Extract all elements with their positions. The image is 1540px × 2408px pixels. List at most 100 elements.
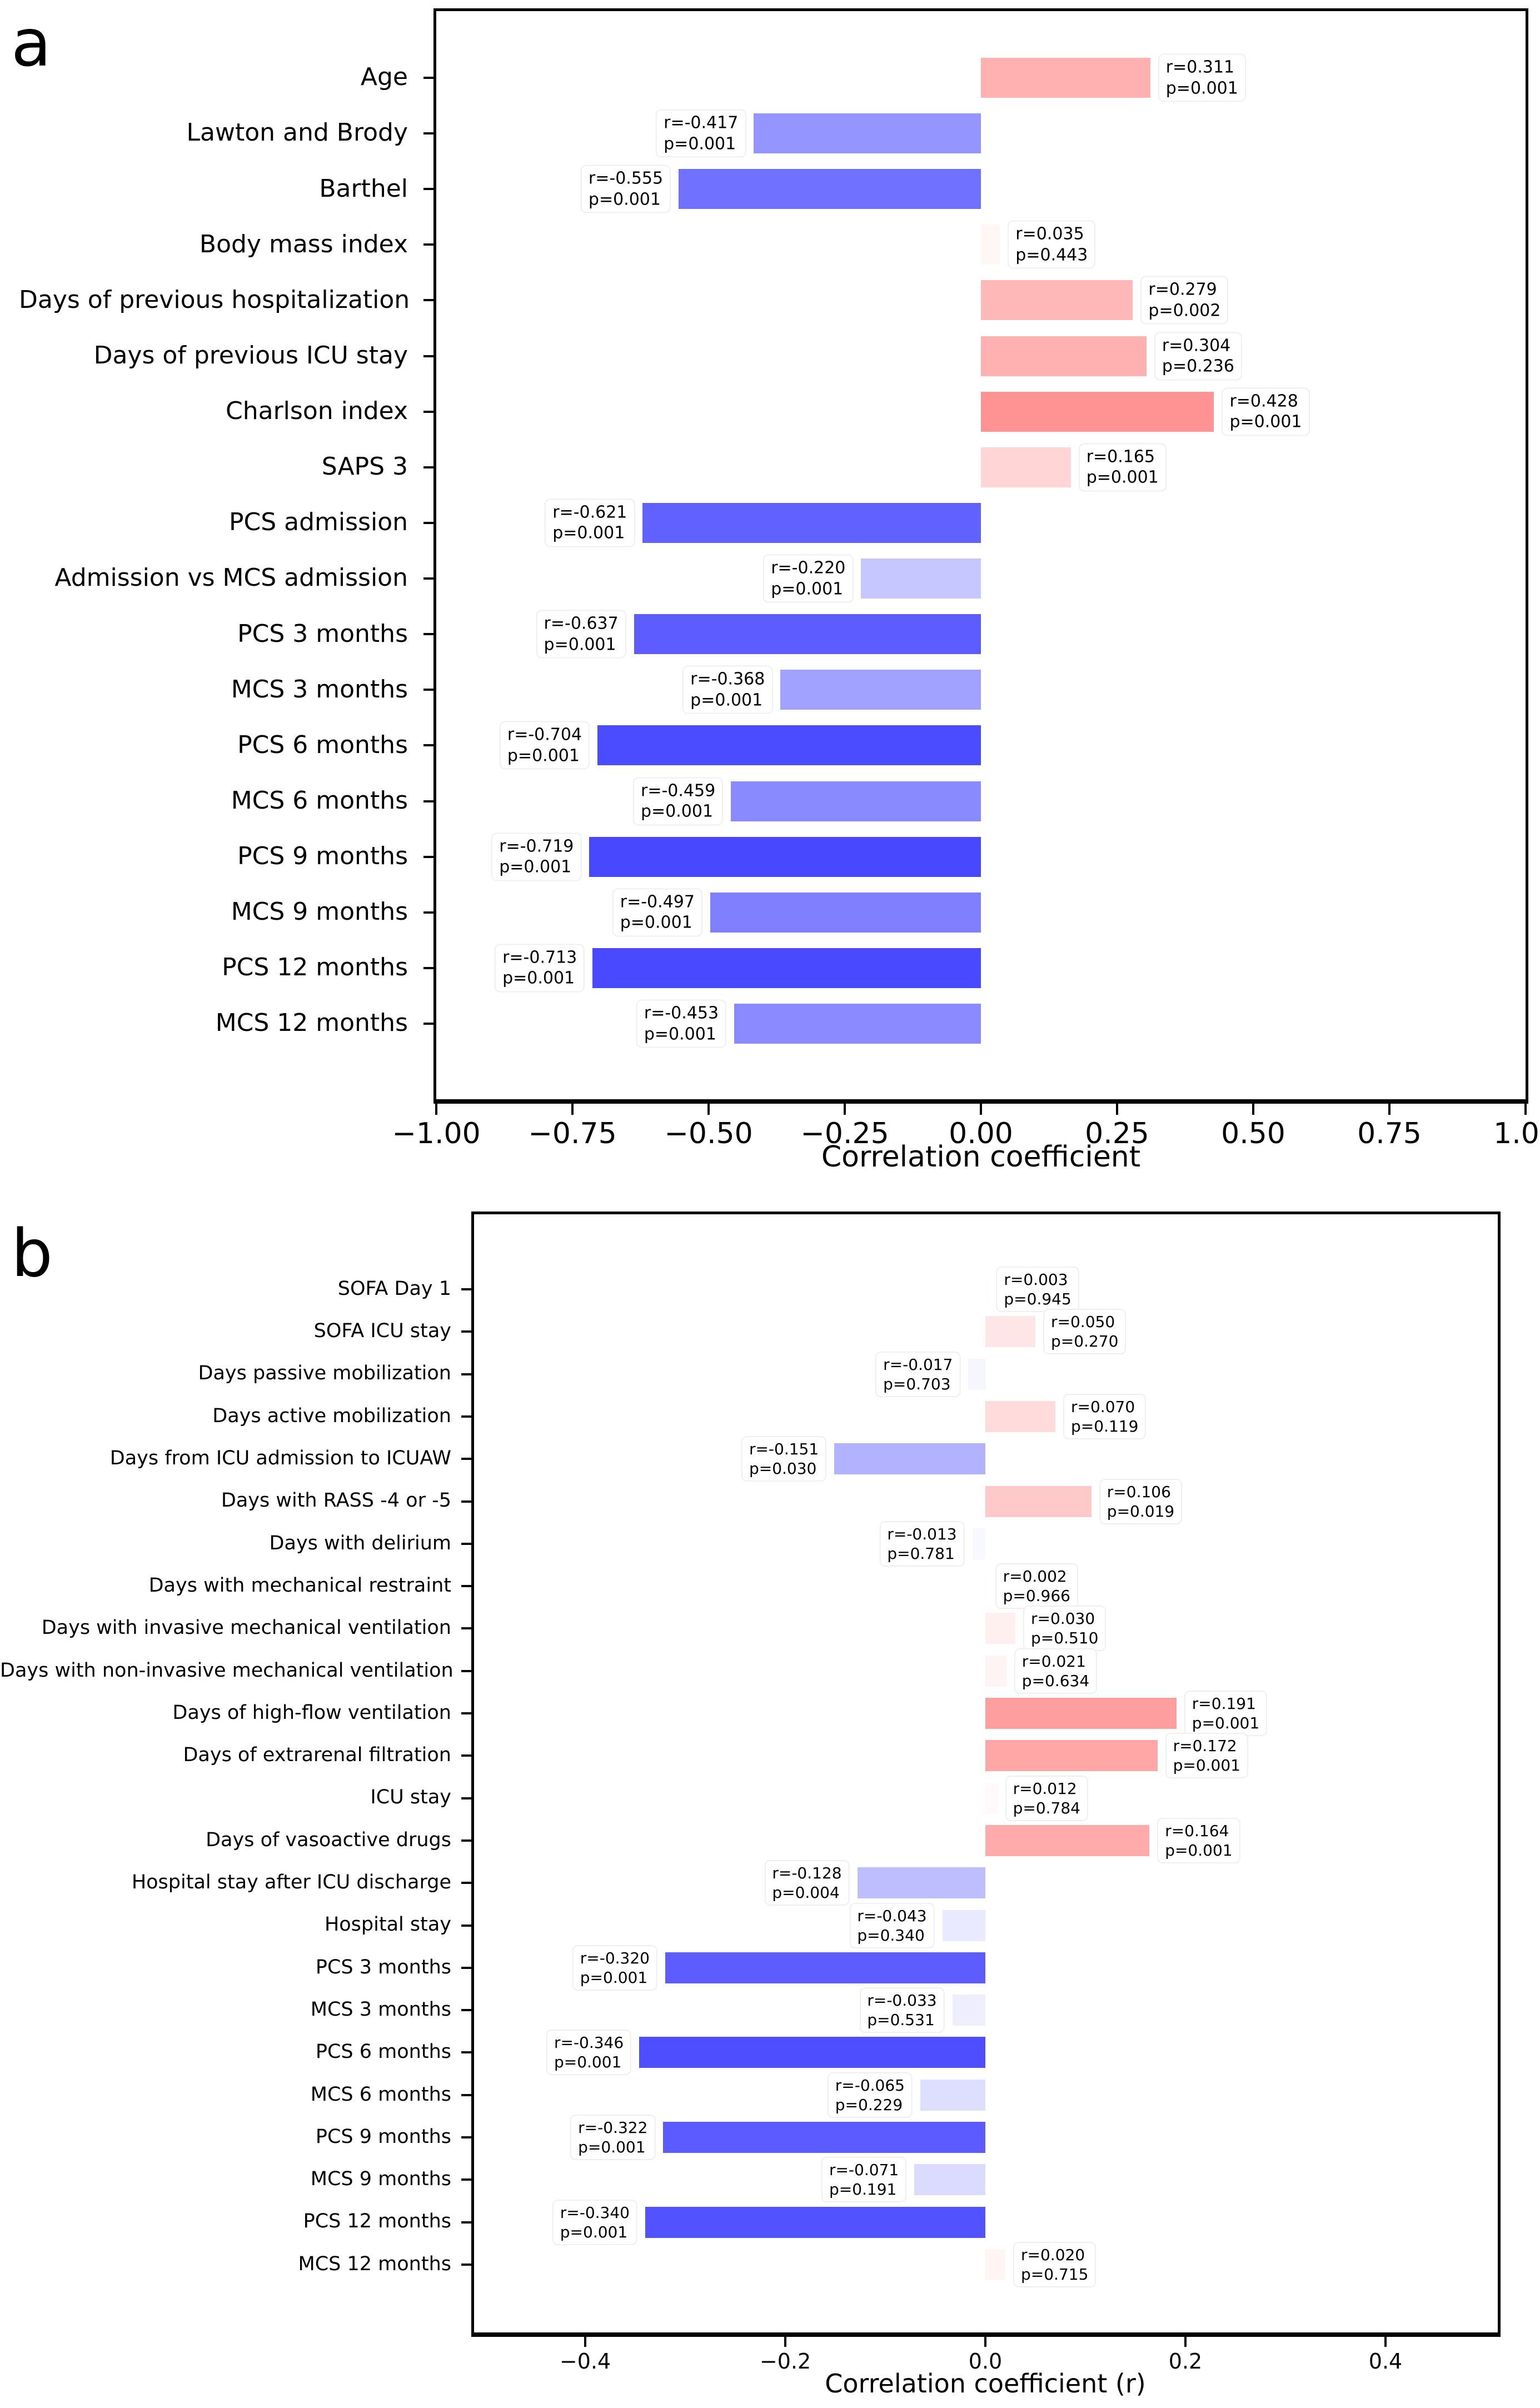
bar <box>710 892 981 933</box>
row-label: MCS 3 months <box>310 1998 451 2021</box>
bar <box>981 447 1071 487</box>
x-tick-label: 0.2 <box>1168 2349 1203 2374</box>
x-tick-label: −0.4 <box>559 2349 611 2374</box>
bar <box>663 2122 985 2153</box>
bar <box>985 1485 1092 1517</box>
annotation-r-value: r=-0.719 <box>499 836 574 856</box>
row-label: Lawton and Brody <box>186 118 408 147</box>
row-label: SOFA ICU stay <box>313 1320 451 1343</box>
annotation-r-value: r=0.012 <box>1013 1779 1077 1798</box>
annotation-box: r=0.002 p=0.966 <box>995 1563 1078 1609</box>
annotation-box: r=0.035 p=0.443 <box>1008 220 1096 269</box>
annotation-box: r=-0.013 p=0.781 <box>879 1520 965 1567</box>
annotation-p-value: p=0.510 <box>1031 1629 1099 1648</box>
annotation-r-value: r=-0.071 <box>829 2161 899 2180</box>
y-tick <box>423 466 433 468</box>
y-tick <box>461 1924 471 1927</box>
row-label: Days of extrarenal filtration <box>183 1744 451 1767</box>
bar <box>592 948 981 988</box>
y-tick <box>461 1754 471 1757</box>
row-label: MCS 12 months <box>215 1009 408 1038</box>
annotation-r-value: r=-0.637 <box>544 614 619 634</box>
annotation-r-value: r=0.164 <box>1165 1821 1229 1840</box>
y-tick <box>423 577 433 580</box>
y-tick <box>461 2221 471 2223</box>
bar-annotation: r=0.003 p=0.945 <box>996 1267 1079 1312</box>
bar <box>589 836 981 877</box>
annotation-p-value: p=0.001 <box>552 523 625 543</box>
bar <box>645 2206 985 2238</box>
row-label: Days of previous hospitalization <box>19 285 410 314</box>
bar-annotation: r=-0.459 p=0.001 <box>632 777 724 826</box>
annotation-r-value: r=0.020 <box>1021 2245 1085 2264</box>
annotation-box: r=-0.621 p=0.001 <box>545 498 635 547</box>
annotation-p-value: p=0.443 <box>1015 245 1088 265</box>
y-tick <box>461 1797 471 1799</box>
annotation-r-value: r=0.035 <box>1015 224 1084 244</box>
bar <box>968 1358 985 1390</box>
y-tick <box>423 633 433 636</box>
annotation-p-value: p=0.001 <box>554 2053 622 2072</box>
row-label: Admission vs MCS admission <box>54 564 408 592</box>
y-tick <box>461 1542 471 1545</box>
bar <box>780 670 981 710</box>
annotation-box: r=-0.220 p=0.001 <box>763 554 854 603</box>
y-tick <box>461 2178 471 2181</box>
y-tick <box>461 1288 471 1290</box>
bar-annotation: r=-0.713 p=0.001 <box>495 944 585 993</box>
row-label: PCS 3 months <box>237 619 408 648</box>
annotation-box: r=-0.151 p=0.030 <box>741 1436 827 1482</box>
bar <box>639 2037 985 2068</box>
bar <box>861 559 981 599</box>
annotation-p-value: p=0.019 <box>1107 1502 1175 1520</box>
annotation-box: r=-0.043 p=0.340 <box>849 1902 935 1948</box>
x-tick <box>1388 1104 1391 1115</box>
bar-annotation: r=-0.071 p=0.191 <box>821 2157 907 2203</box>
annotation-p-value: p=0.531 <box>867 2011 935 2030</box>
bar <box>985 1571 988 1602</box>
bar-annotation: r=-0.322 p=0.001 <box>570 2115 656 2160</box>
bar <box>634 614 981 655</box>
bar <box>981 391 1214 432</box>
bar-annotation: r=0.172 p=0.001 <box>1165 1733 1248 1779</box>
row-label: Days with delirium <box>269 1532 451 1554</box>
bar-annotation: r=-0.637 p=0.001 <box>536 610 626 659</box>
row-label: PCS 6 months <box>237 730 408 759</box>
row-label: Barthel <box>319 174 408 203</box>
row-label: Days with mechanical restraint <box>148 1574 451 1597</box>
row-label: PCS 6 months <box>315 2041 451 2063</box>
row-label: Body mass index <box>199 230 408 258</box>
bar-annotation: r=-0.151 p=0.030 <box>741 1436 827 1482</box>
row-label: Days with RASS -4 or -5 <box>221 1489 451 1512</box>
annotation-r-value: r=-0.621 <box>552 502 627 522</box>
bar <box>754 113 981 154</box>
annotation-p-value: p=0.781 <box>887 1544 955 1563</box>
y-tick <box>461 2263 471 2266</box>
row-label: SOFA Day 1 <box>337 1277 451 1300</box>
row-label: PCS admission <box>228 508 408 537</box>
bar <box>985 1740 1158 1772</box>
annotation-p-value: p=0.191 <box>829 2180 897 2199</box>
y-tick <box>423 77 433 79</box>
annotation-r-value: r=-0.033 <box>867 1991 937 2010</box>
x-tick <box>1252 1104 1254 1115</box>
row-label: Charlson index <box>226 397 408 426</box>
row-label: Days passive mobilization <box>198 1362 451 1385</box>
annotation-p-value: p=0.002 <box>1148 301 1221 321</box>
x-tick <box>584 2337 586 2347</box>
bar-annotation: r=0.030 p=0.510 <box>1023 1606 1107 1652</box>
bar-annotation: r=0.021 p=0.634 <box>1014 1648 1098 1694</box>
annotation-p-value: p=0.270 <box>1051 1332 1119 1351</box>
annotation-p-value: p=0.001 <box>1173 1756 1240 1775</box>
row-label: Days of vasoactive drugs <box>206 1828 451 1851</box>
annotation-p-value: p=0.001 <box>1086 467 1159 487</box>
row-label: SAPS 3 <box>321 452 408 481</box>
annotation-r-value: r=-0.459 <box>640 781 716 801</box>
annotation-r-value: r=-0.453 <box>644 1003 719 1023</box>
bar <box>665 1952 985 1983</box>
annotation-p-value: p=0.236 <box>1162 356 1234 376</box>
x-tick <box>571 1104 574 1115</box>
bar-annotation: r=-0.346 p=0.001 <box>546 2030 632 2076</box>
annotation-box: r=0.428 p=0.001 <box>1222 387 1310 436</box>
row-label: MCS 3 months <box>231 675 408 704</box>
